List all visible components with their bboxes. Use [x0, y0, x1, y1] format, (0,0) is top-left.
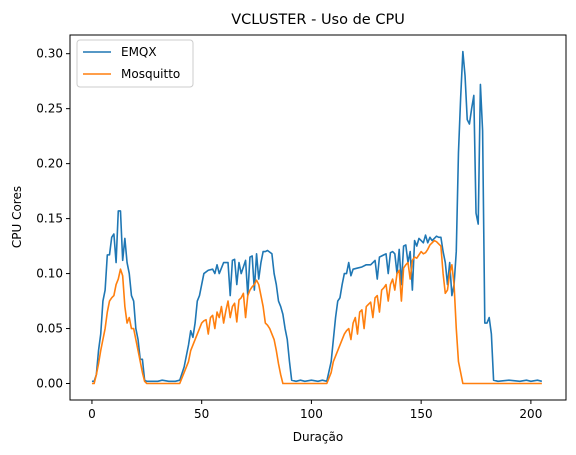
series-layer [91, 50, 543, 385]
y-tick-label: 0.20 [36, 157, 63, 171]
legend-label-mosquitto: Mosquitto [121, 67, 180, 81]
y-axis-ticks: 0.00 0.05 0.10 0.15 0.20 0.25 0.30 [36, 47, 70, 391]
x-tick-label: 150 [410, 407, 433, 421]
legend: EMQX Mosquitto [76, 39, 194, 88]
y-tick-label: 0.30 [36, 47, 63, 61]
x-tick-label: 50 [194, 407, 209, 421]
y-tick-label: 0.10 [36, 267, 63, 281]
series-line-emqx [91, 50, 543, 383]
y-tick-label: 0.00 [36, 377, 63, 391]
y-tick-label: 0.05 [36, 322, 63, 336]
y-axis-title: CPU Cores [10, 186, 24, 248]
chart-title: VCLUSTER - Uso de CPU [231, 12, 405, 28]
x-tick-label: 200 [519, 407, 542, 421]
plot-area [69, 34, 567, 401]
x-axis-title: Duração [293, 430, 343, 444]
x-tick-label: 0 [88, 407, 96, 421]
x-axis-ticks: 0 50 100 150 200 [88, 400, 542, 421]
x-tick-label: 100 [300, 407, 323, 421]
y-tick-label: 0.15 [36, 212, 63, 226]
legend-label-emqx: EMQX [121, 45, 157, 59]
series-line-mosquitto [91, 239, 542, 385]
axes-frame [69, 34, 567, 401]
y-tick-label: 0.25 [36, 102, 63, 116]
